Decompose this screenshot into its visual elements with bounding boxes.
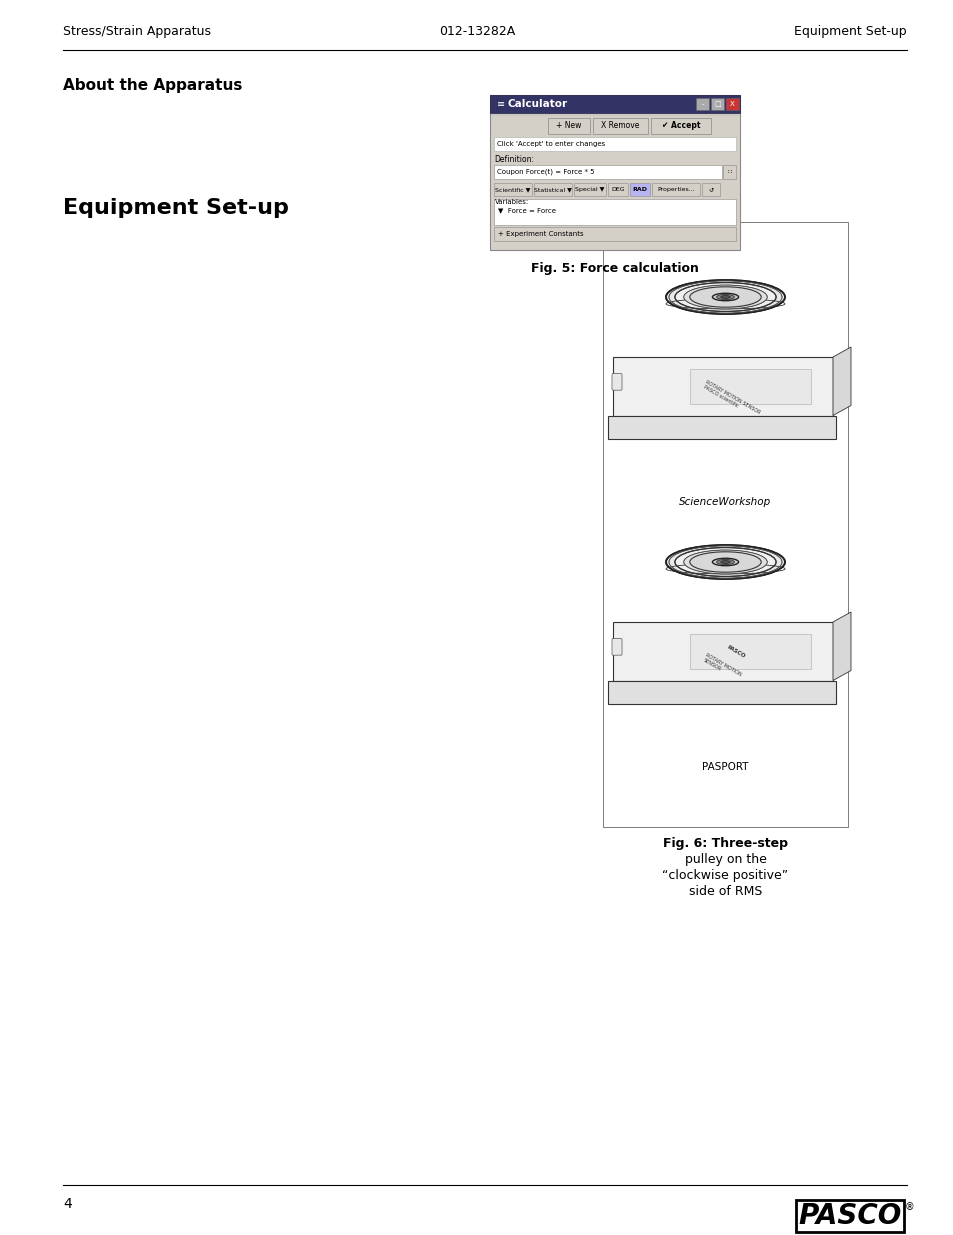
Text: Fig. 5: Force calculation: Fig. 5: Force calculation (531, 262, 699, 275)
FancyBboxPatch shape (494, 227, 735, 241)
Text: Fig. 6: Three-step: Fig. 6: Three-step (662, 837, 787, 850)
Text: pulley on the: pulley on the (684, 853, 765, 866)
Ellipse shape (689, 287, 760, 308)
Ellipse shape (720, 561, 729, 563)
FancyBboxPatch shape (490, 95, 740, 112)
FancyBboxPatch shape (534, 183, 572, 196)
Ellipse shape (683, 550, 766, 574)
Ellipse shape (712, 293, 738, 301)
Text: ®: ® (904, 1202, 914, 1212)
Text: Stress/Strain Apparatus: Stress/Strain Apparatus (63, 25, 211, 38)
FancyBboxPatch shape (629, 183, 649, 196)
Text: PASCO: PASCO (725, 645, 745, 658)
Text: Calculator: Calculator (507, 99, 568, 109)
Text: ▼  Force = Force: ▼ Force = Force (497, 207, 556, 212)
Text: About the Apparatus: About the Apparatus (63, 78, 242, 93)
Text: ROTARY MOTION SENSOR
PASCO scientific: ROTARY MOTION SENSOR PASCO scientific (701, 379, 760, 420)
Text: side of RMS: side of RMS (688, 885, 761, 898)
Text: “clockwise positive”: “clockwise positive” (661, 869, 788, 882)
FancyBboxPatch shape (494, 137, 735, 151)
FancyBboxPatch shape (494, 165, 721, 179)
FancyBboxPatch shape (607, 680, 835, 704)
FancyBboxPatch shape (722, 165, 735, 179)
FancyBboxPatch shape (574, 183, 605, 196)
Text: X: X (729, 101, 734, 107)
FancyBboxPatch shape (490, 95, 740, 249)
Text: DEG: DEG (611, 186, 624, 191)
FancyBboxPatch shape (494, 199, 735, 225)
FancyBboxPatch shape (602, 222, 847, 827)
Polygon shape (832, 613, 850, 680)
Text: X Remove: X Remove (600, 121, 639, 131)
Text: Coupon Force(t) = Force * 5: Coupon Force(t) = Force * 5 (497, 169, 594, 175)
Text: Scientific ▼: Scientific ▼ (495, 186, 530, 191)
Ellipse shape (712, 558, 738, 566)
FancyBboxPatch shape (696, 98, 708, 110)
Text: ↺: ↺ (708, 186, 713, 191)
Text: PASCO: PASCO (798, 1202, 901, 1230)
Text: ✔ Accept: ✔ Accept (661, 121, 700, 131)
FancyBboxPatch shape (651, 183, 700, 196)
Ellipse shape (665, 545, 784, 579)
Text: -: - (700, 101, 703, 107)
FancyBboxPatch shape (612, 638, 621, 656)
FancyBboxPatch shape (613, 357, 832, 415)
Text: RAD: RAD (632, 186, 647, 191)
Text: □: □ (714, 101, 720, 107)
Ellipse shape (720, 295, 729, 299)
Text: PASPORT: PASPORT (701, 762, 748, 772)
Text: 4: 4 (63, 1197, 71, 1212)
Ellipse shape (689, 552, 760, 572)
FancyBboxPatch shape (701, 183, 720, 196)
Text: Properties...: Properties... (657, 186, 694, 191)
FancyBboxPatch shape (612, 373, 621, 390)
Text: + New: + New (556, 121, 581, 131)
Text: Definition:: Definition: (494, 156, 534, 164)
FancyBboxPatch shape (613, 622, 832, 680)
FancyBboxPatch shape (725, 98, 739, 110)
Text: ∷: ∷ (726, 169, 731, 175)
Ellipse shape (716, 559, 734, 564)
FancyBboxPatch shape (650, 119, 710, 135)
Ellipse shape (665, 280, 784, 314)
FancyBboxPatch shape (494, 183, 532, 196)
Text: ROTARY MOTION
SENSOR: ROTARY MOTION SENSOR (701, 653, 742, 683)
FancyBboxPatch shape (607, 415, 835, 438)
Text: 012-13282A: 012-13282A (438, 25, 515, 38)
FancyBboxPatch shape (593, 119, 647, 135)
Ellipse shape (716, 294, 734, 300)
FancyBboxPatch shape (710, 98, 723, 110)
FancyBboxPatch shape (689, 369, 810, 404)
Ellipse shape (674, 283, 775, 311)
Text: Statistical ▼: Statistical ▼ (534, 186, 572, 191)
Text: ScienceWorkshop: ScienceWorkshop (679, 496, 771, 508)
Text: Click 'Accept' to enter changes: Click 'Accept' to enter changes (497, 141, 604, 147)
Ellipse shape (683, 285, 766, 309)
Text: Special ▼: Special ▼ (575, 186, 604, 191)
Ellipse shape (674, 547, 775, 577)
Text: Equipment Set-up: Equipment Set-up (63, 198, 289, 219)
FancyBboxPatch shape (547, 119, 589, 135)
FancyBboxPatch shape (689, 634, 810, 669)
Text: ≡: ≡ (497, 99, 504, 109)
Text: + Experiment Constants: + Experiment Constants (497, 231, 583, 237)
Text: Equipment Set-up: Equipment Set-up (794, 25, 906, 38)
Polygon shape (832, 347, 850, 415)
Text: Variables:: Variables: (495, 199, 529, 205)
FancyBboxPatch shape (607, 183, 627, 196)
